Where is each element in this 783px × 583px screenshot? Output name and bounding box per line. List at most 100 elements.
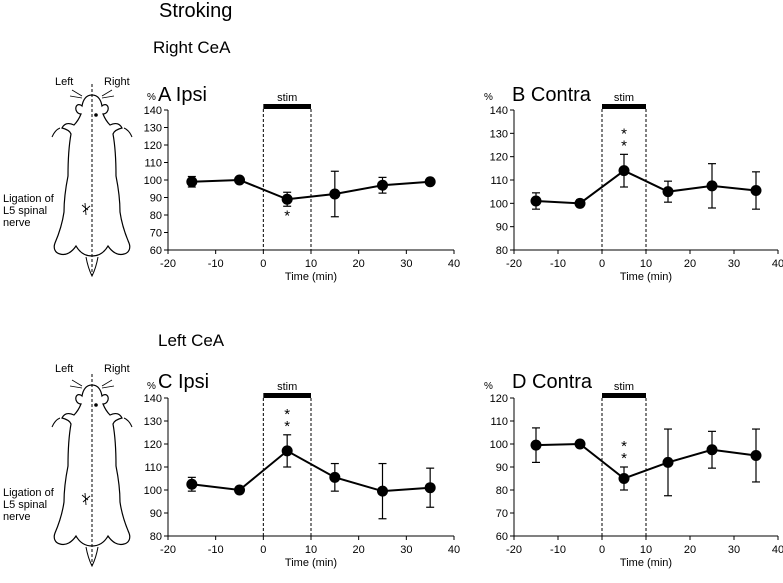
rat-tail-outline [85,256,99,278]
data-point [186,478,198,490]
y-tick-label: 120 [490,393,508,405]
y-tick-label: 120 [144,140,162,152]
ligation-mark [81,202,91,216]
data-point [377,179,388,191]
data-point [662,186,674,198]
y-tick-label: 130 [144,416,162,428]
stim-bar [263,393,311,398]
x-tick-label: -20 [160,258,176,270]
data-point [574,197,586,209]
data-point [750,185,762,196]
significance-star: * [284,418,290,435]
y-tick-label: 90 [150,193,162,205]
figure-title: Stroking [159,0,233,22]
significance-star: * [284,207,290,224]
x-tick-label: -10 [550,544,566,556]
x-tick-label: -20 [160,544,176,556]
y-tick-label: 100 [144,175,162,187]
rat-forepaw-outline [51,417,133,428]
x-axis-label: Time (min) [285,271,337,283]
data-point [530,195,542,207]
ligation-label: Ligation of L5 spinal nerve [3,193,54,229]
significance-star: * [621,125,627,142]
x-tick-label: 40 [448,258,460,270]
y-axis-unit: % [147,92,156,103]
x-axis-label: Time (min) [620,271,672,283]
y-tick-label: 140 [490,105,508,117]
x-axis-label: Time (min) [285,557,337,569]
x-tick-label: 0 [260,544,266,556]
rat-right-label: Right [104,76,130,88]
x-tick-label: 20 [353,544,365,556]
y-axis-unit: % [484,381,493,392]
x-tick-label: 30 [728,258,740,270]
y-tick-label: 70 [496,508,508,520]
data-point [750,450,762,461]
x-tick-label: 0 [599,544,605,556]
significance-star: * [284,406,290,423]
data-point [424,176,436,188]
rat-whiskers [69,379,115,389]
y-tick-label: 120 [490,152,508,164]
chart-panel-b: B Contra% 80 90 100 110 120 130 140 -20 -10 0 10 20 3… [484,84,783,283]
data-point [281,445,293,457]
data-point [662,456,674,468]
y-tick-label: 60 [496,531,508,543]
data-point [329,188,341,200]
panel-title: D Contra [512,371,593,393]
rat-forepaw-outline [51,127,133,138]
significance-star: * [621,137,627,154]
data-point [234,484,245,496]
y-tick-label: 110 [144,158,162,170]
series-line [535,169,757,205]
y-tick-label: 60 [150,245,162,257]
series-line [191,178,431,201]
y-tick-label: 110 [490,416,508,428]
data-point [377,485,388,497]
x-tick-label: -10 [208,258,224,270]
data-point [186,176,198,188]
data-point [574,438,586,450]
stim-label: stim [277,92,297,104]
y-tick-label: 90 [496,222,508,234]
y-tick-label: 100 [144,485,162,497]
y-tick-label: 90 [150,508,162,520]
data-point [234,174,245,186]
panel-title: C Ipsi [158,371,209,393]
y-tick-label: 70 [150,228,162,240]
y-tick-label: 100 [490,198,508,210]
stim-label: stim [277,381,297,393]
section-right-cea: Right CeA [153,38,231,57]
data-point [618,473,630,484]
y-tick-label: 100 [490,439,508,451]
x-tick-label: 10 [305,258,317,270]
data-point [618,165,630,177]
x-tick-label: -10 [208,544,224,556]
significance-star: * [621,450,627,467]
y-tick-label: 110 [490,175,508,187]
x-tick-label: 30 [400,258,412,270]
rat-right-label: Right [104,363,130,375]
cea-location-dot [94,113,98,117]
data-point [329,471,341,483]
chart-panel-c: C Ipsi% 80 90 100 110 120 130 140 -20 -10 0 10 20 30 4… [144,371,460,569]
y-tick-label: 80 [496,485,508,497]
x-tick-label: 20 [684,258,696,270]
x-axis-label: Time (min) [620,557,672,569]
x-tick-label: 30 [400,544,412,556]
x-tick-label: 40 [772,258,783,270]
y-axis-unit: % [147,381,156,392]
stim-label: stim [614,92,634,104]
ligation-mark [81,492,91,506]
stim-bar [263,104,311,109]
section-left-cea: Left CeA [158,331,225,350]
y-tick-label: 130 [490,128,508,140]
y-tick-label: 80 [150,210,162,222]
y-tick-label: 120 [144,439,162,451]
y-axis-unit: % [484,92,493,103]
x-tick-label: 20 [353,258,365,270]
x-tick-label: -20 [506,544,522,556]
y-tick-label: 80 [496,245,508,257]
x-tick-label: 10 [640,258,652,270]
